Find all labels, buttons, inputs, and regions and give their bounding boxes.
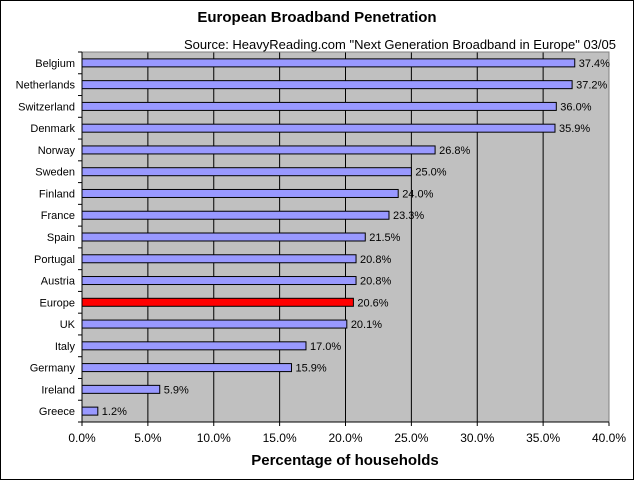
data-label: 25.0% [415,167,446,179]
bar [81,210,390,220]
data-label: 37.2% [576,80,607,92]
category-label: Netherlands [16,80,76,92]
bar [81,80,573,90]
chart-subtitle: Source: HeavyReading.com "Next Generatio… [184,37,616,52]
data-label: 37.4% [579,58,610,70]
data-label: 23.3% [393,210,424,222]
x-tick-label: 35.0% [526,431,560,445]
category-label: Greece [39,406,75,418]
x-tick-label: 10.0% [197,431,231,445]
data-label: 21.5% [369,232,400,244]
bar [81,363,292,373]
x-tick-label: 30.0% [460,431,494,445]
data-label: 1.2% [102,406,127,418]
x-tick-label: 15.0% [263,431,297,445]
category-label: Europe [40,297,75,309]
bar [81,232,366,242]
bar [81,319,348,329]
category-label: Belgium [35,58,75,70]
data-label: 20.6% [357,297,388,309]
category-label: Finland [39,188,75,200]
bar [81,406,99,416]
bar [81,58,576,68]
data-label: 26.8% [439,145,470,157]
x-tick-label: 40.0% [592,431,626,445]
bar [81,101,557,111]
category-label: Germany [30,363,76,375]
category-label: France [41,210,75,222]
bar [81,254,357,264]
data-label: 20.8% [360,254,391,266]
data-label: 17.0% [310,341,341,353]
data-label: 35.9% [559,123,590,135]
chart-title: European Broadband Penetration [197,9,437,26]
data-label: 5.9% [164,384,189,396]
bar [81,145,436,155]
category-label: Denmark [30,123,75,135]
category-label: UK [60,319,76,331]
bar [81,384,161,394]
category-label: Austria [41,276,76,288]
x-tick-label: 20.0% [328,431,362,445]
category-label: Norway [38,145,76,157]
bar [81,188,399,198]
bar [81,341,307,351]
category-label: Ireland [41,384,75,396]
data-label: 24.0% [402,188,433,200]
data-label: 15.9% [295,363,326,375]
x-tick-label: 0.0% [68,431,96,445]
bar [81,167,412,177]
category-label: Sweden [35,167,75,179]
bar [81,276,357,286]
bar [81,123,556,133]
bar [81,297,354,307]
category-label: Switzerland [18,101,75,113]
x-tick-label: 5.0% [134,431,162,445]
x-axis-label: Percentage of households [251,452,439,469]
category-label: Italy [55,341,76,353]
data-label: 20.8% [360,276,391,288]
data-label: 20.1% [351,319,382,331]
category-label: Portugal [34,254,75,266]
category-label: Spain [47,232,75,244]
x-tick-label: 25.0% [394,431,428,445]
data-label: 36.0% [560,101,591,113]
